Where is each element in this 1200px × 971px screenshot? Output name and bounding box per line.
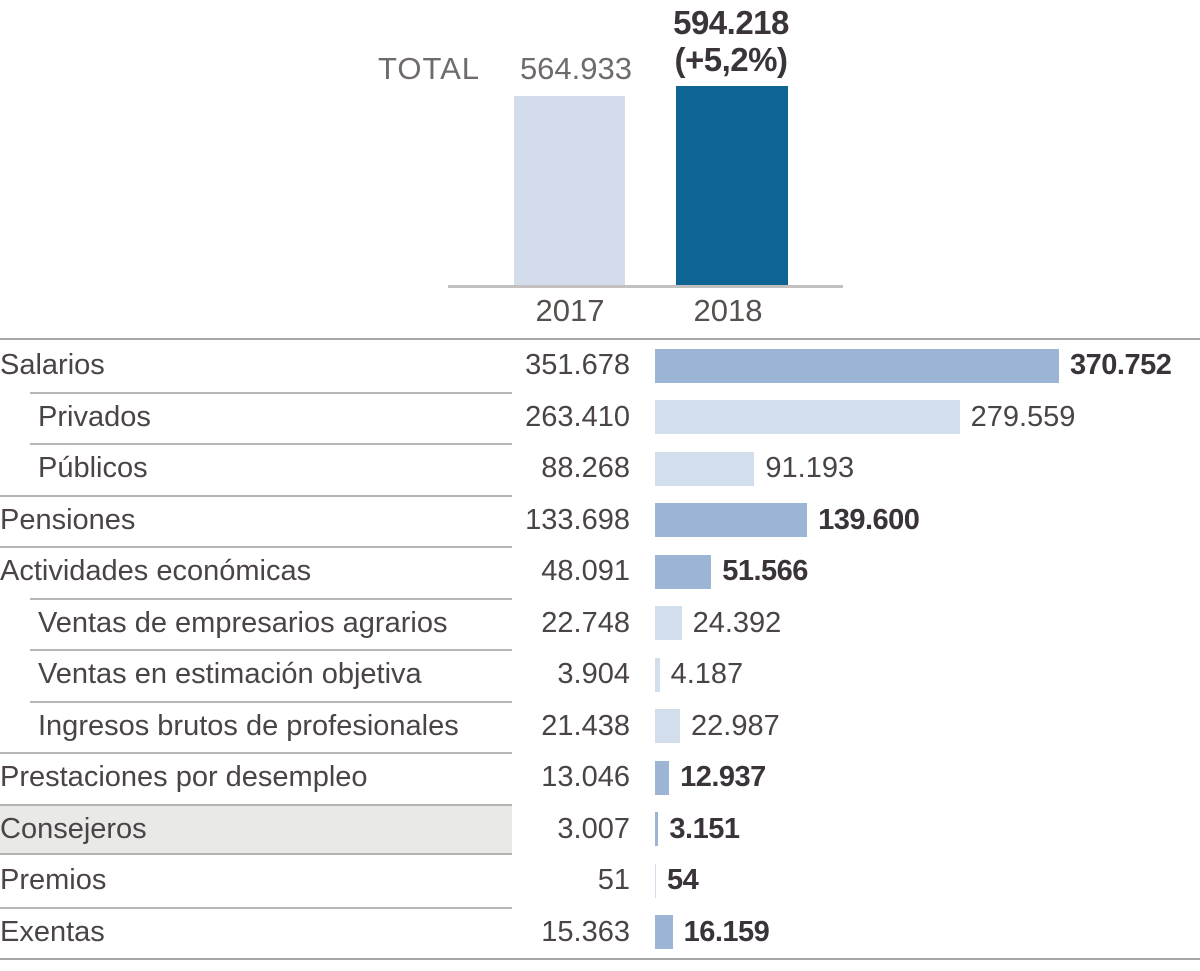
row-bar-2018	[655, 554, 712, 589]
row-bar-2018	[655, 451, 755, 486]
row-label: Actividades económicas	[0, 555, 312, 588]
row-label: Ingresos brutos de profesionales	[38, 709, 459, 742]
row-bar-2018	[655, 812, 659, 847]
row-bar-2018	[655, 400, 960, 435]
row-bar-2018	[655, 348, 1059, 383]
row-bar-2018	[655, 606, 682, 641]
row-label: Salarios	[0, 349, 105, 382]
value-2017: 351.678	[525, 349, 630, 382]
row-bar-2018	[655, 503, 808, 538]
value-2018: 24.392	[692, 606, 782, 639]
row-label: Ventas de empresarios agrarios	[38, 606, 448, 639]
value-2018: 16.159	[683, 915, 770, 948]
value-2018: 91.193	[765, 452, 855, 485]
total-2018-value: 594.218 (+5,2%)	[631, 4, 831, 78]
row-label: Prestaciones por desempleo	[0, 761, 368, 794]
value-2017: 48.091	[541, 555, 630, 588]
value-2017: 133.698	[525, 503, 630, 536]
row-highlight-box	[0, 803, 512, 855]
value-2018: 139.600	[818, 503, 920, 536]
year-label-2018: 2018	[693, 293, 763, 328]
value-2017: 3.007	[557, 812, 630, 845]
row-label: Ventas en estimación objetiva	[38, 658, 422, 691]
total-bar-2018	[676, 86, 788, 288]
value-2017: 88.268	[541, 452, 630, 485]
row-bar-2018	[655, 709, 680, 744]
row-bar-2018	[655, 863, 656, 898]
table-row: Ventas en estimación objetiva 3.904 4.18…	[0, 649, 1200, 701]
table-row: Pensiones 133.698 139.600	[0, 494, 1200, 547]
value-2018: 279.559	[970, 400, 1076, 433]
total-pct-change: (+5,2%)	[674, 41, 788, 78]
table-row: Actividades económicas 48.091 51.566	[0, 546, 1200, 598]
value-2018: 54	[667, 864, 699, 897]
value-2017: 21.438	[541, 709, 630, 742]
total-title: TOTAL	[377, 51, 480, 86]
table-row: Públicos 88.268 91.193	[0, 443, 1200, 495]
row-bar-2018	[655, 760, 670, 795]
value-2018: 22.987	[691, 709, 780, 742]
table-row: Privados 263.410 279.559	[0, 391, 1200, 444]
year-label-2017: 2017	[535, 293, 605, 328]
value-2018: 3.151	[669, 812, 740, 845]
value-2017: 3.904	[557, 658, 630, 691]
value-2017: 22.748	[541, 606, 630, 639]
value-2017: 15.363	[541, 915, 630, 948]
baseline-axis	[448, 285, 843, 288]
row-label: Pensiones	[0, 503, 136, 536]
table-row: Exentas 15.363 16.159	[0, 906, 1200, 959]
value-2018: 51.566	[722, 555, 808, 588]
table-row: Salarios 351.678 370.752	[0, 340, 1200, 392]
total-2017-value: 564.933	[519, 51, 632, 86]
row-label: Exentas	[0, 915, 105, 948]
row-label: Consejeros	[0, 812, 147, 845]
value-2017: 13.046	[541, 761, 630, 794]
table-row: Ingresos brutos de profesionales 21.438 …	[0, 700, 1200, 753]
value-2017: 263.410	[525, 400, 630, 433]
row-label: Públicos	[38, 452, 148, 485]
table-row-highlighted: Consejeros 3.007 3.151	[0, 803, 1200, 855]
value-2018: 4.187	[670, 658, 744, 691]
row-label: Privados	[38, 400, 151, 433]
breakdown-table: Salarios 351.678 370.752 Privados 263.41…	[0, 338, 1200, 960]
value-2018: 370.752	[1070, 349, 1172, 382]
total-chart: TOTAL 564.933 594.218 (+5,2%) 2017 2018	[0, 0, 1200, 338]
value-2018: 12.937	[680, 761, 766, 794]
row-bar-2018	[655, 657, 660, 692]
value-2017: 51	[597, 864, 630, 897]
row-bar-2018	[655, 915, 673, 950]
table-row: Premios 51 54	[0, 855, 1200, 907]
table-row: Prestaciones por desempleo 13.046 12.937	[0, 752, 1200, 804]
total-bar-2017	[514, 96, 625, 288]
total-2018-number: 594.218	[673, 4, 789, 41]
table-row: Ventas de empresarios agrarios 22.748 24…	[0, 597, 1200, 650]
row-label: Premios	[0, 864, 107, 897]
